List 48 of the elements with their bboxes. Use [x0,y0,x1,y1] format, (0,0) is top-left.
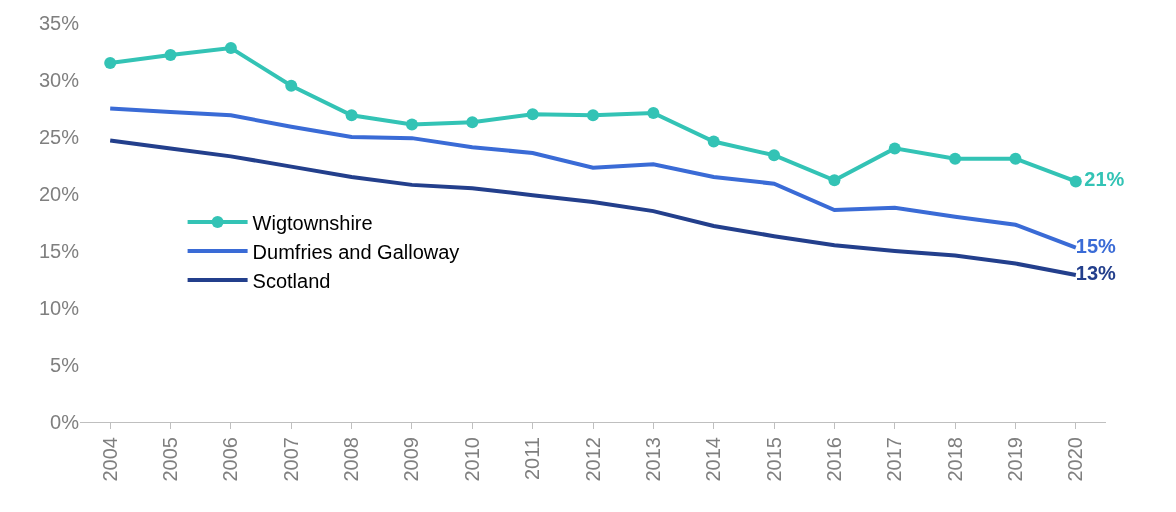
point [466,116,479,129]
x-tick-label: 2005 [159,437,182,482]
point [1069,175,1082,188]
point [526,108,539,121]
y-tick-label: 0% [50,411,80,433]
point [104,56,117,69]
x-tick-label: 2007 [279,437,302,482]
point [1009,152,1022,165]
y-tick-label: 20% [38,183,80,205]
x-tick-label: 2008 [340,437,363,482]
y-tick-label: 35% [38,12,80,34]
y-tick-label: 15% [38,240,80,262]
x-tick-label: 2009 [400,437,423,482]
point [647,107,660,120]
point [224,42,237,55]
point [707,135,720,148]
x-tick-label: 2016 [822,437,845,482]
legend-label: Dumfries and Galloway [252,240,460,263]
x-tick-label: 2012 [581,437,604,482]
point [587,109,599,122]
x-tick-label: 2019 [1003,437,1026,482]
x-tick-label: 2014 [702,437,725,482]
legend-label: Scotland [252,269,331,292]
point [888,142,901,155]
point [405,118,418,131]
x-tick-label: 2006 [219,437,242,482]
y-tick-label: 30% [38,69,80,91]
legend-label: Wigtownshire [252,211,373,234]
x-tick-label: 2015 [762,437,785,482]
point [949,152,962,165]
x-tick-label: 2017 [883,437,906,482]
x-tick-label: 2010 [460,437,483,482]
point [768,149,781,162]
x-tick-label: 2020 [1064,437,1087,482]
x-tick-label: 2011 [521,437,544,481]
point [164,48,177,61]
point [828,174,841,187]
y-tick-label: 10% [38,297,80,319]
x-tick-label: 2004 [98,437,121,482]
point [345,109,358,122]
data-label: 21% [1084,168,1125,191]
x-tick-label: 2013 [641,437,664,482]
y-tick-label: 5% [50,354,80,376]
x-tick-label: 2018 [943,437,966,482]
point [285,79,298,92]
data-label: 13% [1075,261,1117,284]
data-label: 15% [1075,234,1117,257]
y-tick-label: 25% [38,126,80,148]
